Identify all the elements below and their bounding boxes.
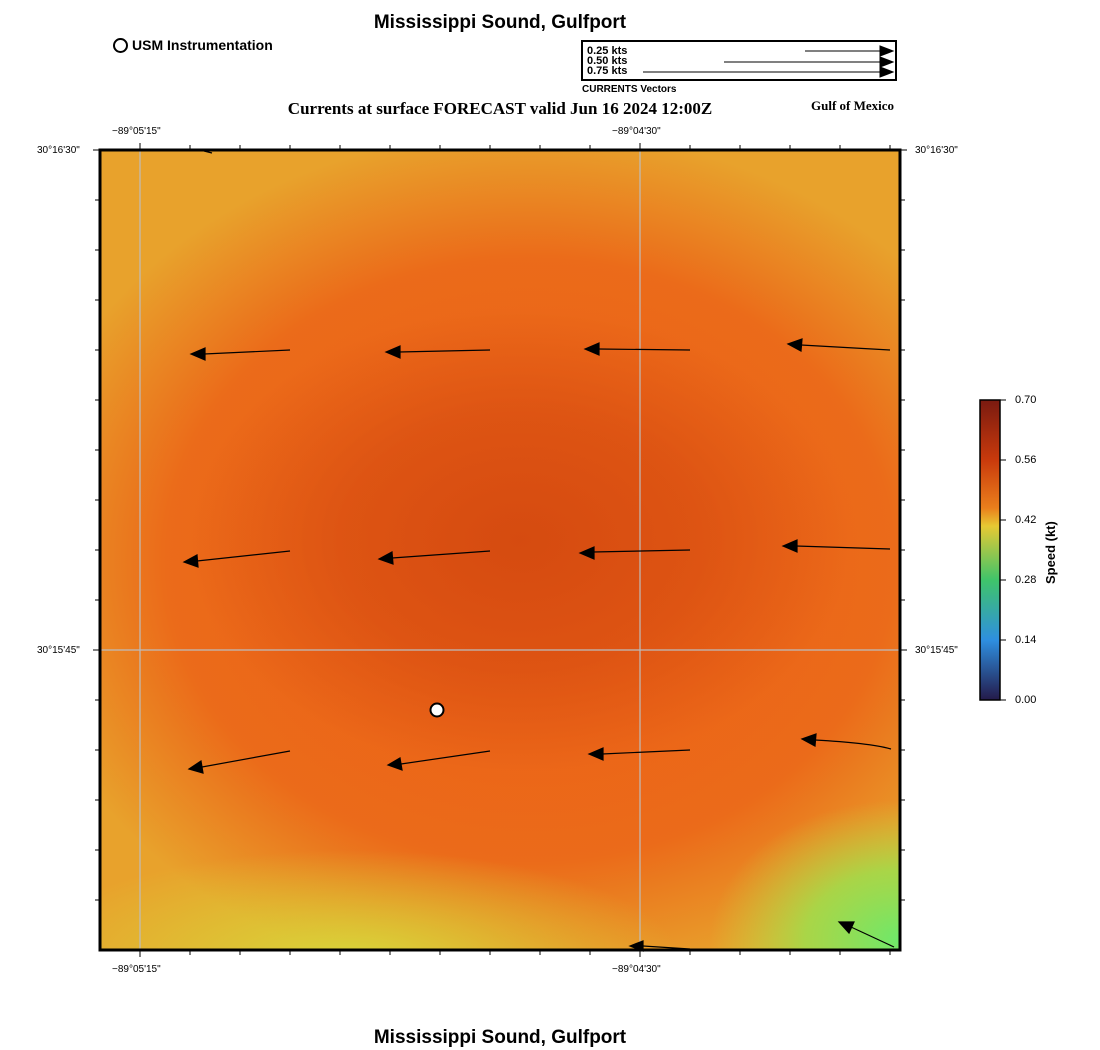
frame-ticks bbox=[93, 143, 907, 957]
lon-tick-bottom-2: −89°04'30" bbox=[612, 964, 661, 975]
current-vectors bbox=[182, 150, 895, 952]
current-vector bbox=[781, 539, 891, 553]
vector-caption: CURRENTS Vectors bbox=[582, 84, 677, 95]
lon-tick-top-1: −89°05'15" bbox=[112, 126, 161, 137]
map-title: Mississippi Sound, Gulfport bbox=[373, 12, 627, 33]
scale-label-025: 0.25 kts bbox=[587, 45, 628, 57]
scale-arrows bbox=[643, 45, 895, 78]
lat-tick-right-1: 30°16'30" bbox=[915, 145, 958, 156]
vector-scale-legend: 0.25 kts 0.50 kts 0.75 kts bbox=[581, 40, 897, 81]
region-label: Gulf of Mexico bbox=[811, 98, 895, 113]
speed-field bbox=[100, 150, 900, 950]
current-vector bbox=[182, 550, 291, 568]
colorbar-tick: 0.70 bbox=[1015, 394, 1037, 406]
scale-label-075: 0.75 kts bbox=[587, 65, 628, 77]
current-vector bbox=[384, 345, 491, 359]
lat-tick-left-1: 30°16'30" bbox=[37, 145, 80, 156]
scale-label-050: 0.50 kts bbox=[587, 55, 628, 67]
station-marker-icon bbox=[113, 37, 128, 53]
colorbar-tick: 0.28 bbox=[1015, 574, 1037, 586]
usm-station-marker bbox=[429, 702, 445, 718]
current-vector bbox=[189, 347, 291, 361]
colorbar-ramp bbox=[979, 399, 1001, 701]
station-legend: USM Instrumentation bbox=[113, 37, 273, 53]
lon-tick-top-2: −89°04'30" bbox=[612, 126, 661, 137]
forecast-subtitle: Currents at surface FORECAST valid Jun 1… bbox=[287, 99, 713, 118]
current-vector bbox=[583, 342, 691, 356]
current-vector bbox=[578, 546, 691, 560]
colorbar-tick: 0.14 bbox=[1015, 634, 1037, 646]
current-vector bbox=[800, 733, 892, 750]
lat-tick-right-2: 30°15'45" bbox=[915, 645, 958, 656]
current-vector bbox=[786, 338, 891, 352]
colorbar-tick: 0.56 bbox=[1015, 454, 1037, 466]
footer-title: Mississippi Sound, Gulfport bbox=[373, 1027, 627, 1048]
colorbar-tick: 0.00 bbox=[1015, 694, 1037, 706]
current-vector bbox=[386, 750, 491, 771]
graticule bbox=[100, 150, 900, 950]
lat-tick-left-2: 30°15'45" bbox=[37, 645, 80, 656]
speed-colorbar bbox=[979, 399, 1006, 701]
colorbar-tick: 0.42 bbox=[1015, 514, 1037, 526]
current-vector bbox=[377, 550, 491, 565]
current-vector bbox=[587, 747, 691, 761]
current-vector bbox=[203, 150, 213, 154]
current-vector bbox=[187, 750, 291, 774]
colorbar-title: Speed (kt) bbox=[1043, 521, 1058, 584]
current-vector bbox=[628, 940, 691, 952]
station-legend-label: USM Instrumentation bbox=[132, 37, 273, 53]
lon-tick-bottom-1: −89°05'15" bbox=[112, 964, 161, 975]
current-vector bbox=[837, 921, 895, 948]
